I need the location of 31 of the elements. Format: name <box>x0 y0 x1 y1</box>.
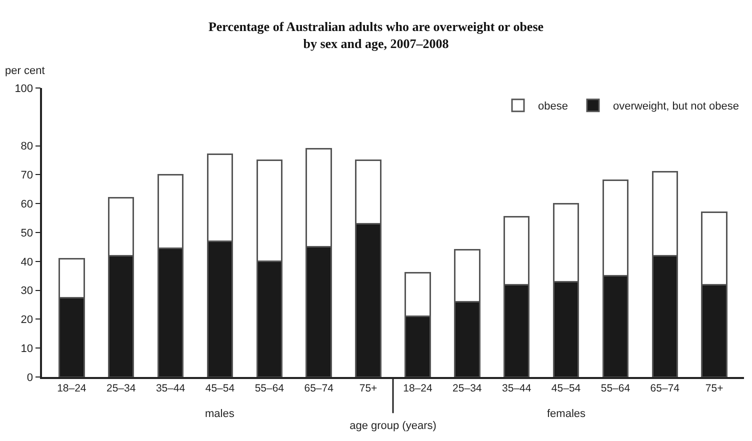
text: females <box>547 408 586 420</box>
x-tick-label: 65–74 <box>650 382 680 394</box>
y-tick-label: 80 <box>20 140 34 153</box>
x-tick-label: 35–44 <box>156 382 186 394</box>
x-tick-label: 55–64 <box>254 382 284 394</box>
x-tick-label: 25–34 <box>106 382 136 394</box>
y-tick-label: 50 <box>20 227 34 240</box>
x-tick-label: 45–54 <box>551 382 581 394</box>
x-tick-label: 35–44 <box>502 382 532 394</box>
y-tick-label: 20 <box>20 314 34 326</box>
chart-title: Percentage of Australian adults who are overweight or obese by sex and age, 2007–2008 <box>208 18 544 51</box>
x-tick-label: 18–24 <box>57 382 86 394</box>
y-tick-label: 30 <box>20 285 34 298</box>
x-tick-label: 65–74 <box>304 382 334 394</box>
y-axis-title: per cent <box>5 65 45 77</box>
text: males <box>205 408 235 420</box>
y-tick-label: 60 <box>20 198 34 210</box>
x-tick-label: 75+ <box>359 382 378 394</box>
y-tick-label: 70 <box>20 170 34 182</box>
y-tick-label: 0 <box>26 372 34 384</box>
legend-label: obese <box>538 100 568 113</box>
y-tick-label: 100 <box>14 82 34 95</box>
x-axis-title: age group (years) <box>350 420 436 432</box>
x-tick-label: 45–54 <box>205 382 235 394</box>
legend-label: overweight, but not obese <box>612 100 739 113</box>
x-tick-label: 55–64 <box>600 382 630 394</box>
y-tick-label: 40 <box>20 256 34 268</box>
y-tick-label: 10 <box>20 342 34 355</box>
x-tick-label: 25–34 <box>452 382 482 394</box>
x-tick-label: 75+ <box>705 382 724 394</box>
x-tick-label: 18–24 <box>403 382 432 394</box>
